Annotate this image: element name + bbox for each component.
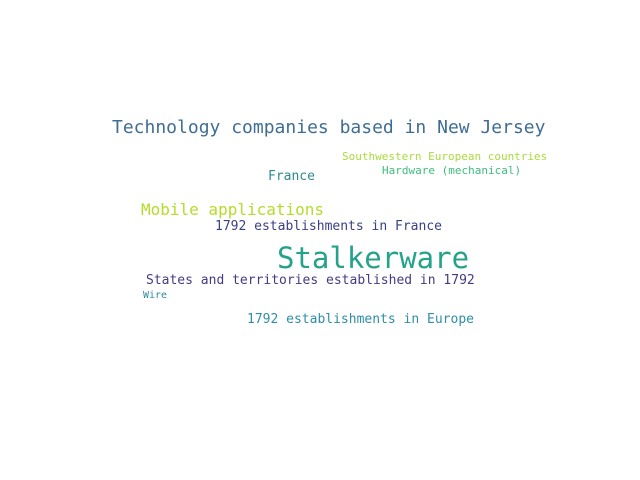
word-france: France — [268, 169, 315, 184]
word-technology-companies-new-jersey: Technology companies based in New Jersey — [112, 117, 546, 138]
word-southwestern-european-countries: Southwestern European countries — [342, 150, 548, 163]
word-wire: Wire — [143, 290, 168, 301]
word-hardware-mechanical: Hardware (mechanical) — [382, 164, 522, 177]
word-stalkerware: Stalkerware — [277, 241, 470, 275]
word-states-territories-1792: States and territories established in 17… — [146, 273, 475, 288]
word-mobile-applications: Mobile applications — [141, 200, 325, 219]
word-1792-establishments-france: 1792 establishments in France — [215, 219, 442, 234]
word-1792-establishments-europe: 1792 establishments in Europe — [247, 312, 474, 327]
